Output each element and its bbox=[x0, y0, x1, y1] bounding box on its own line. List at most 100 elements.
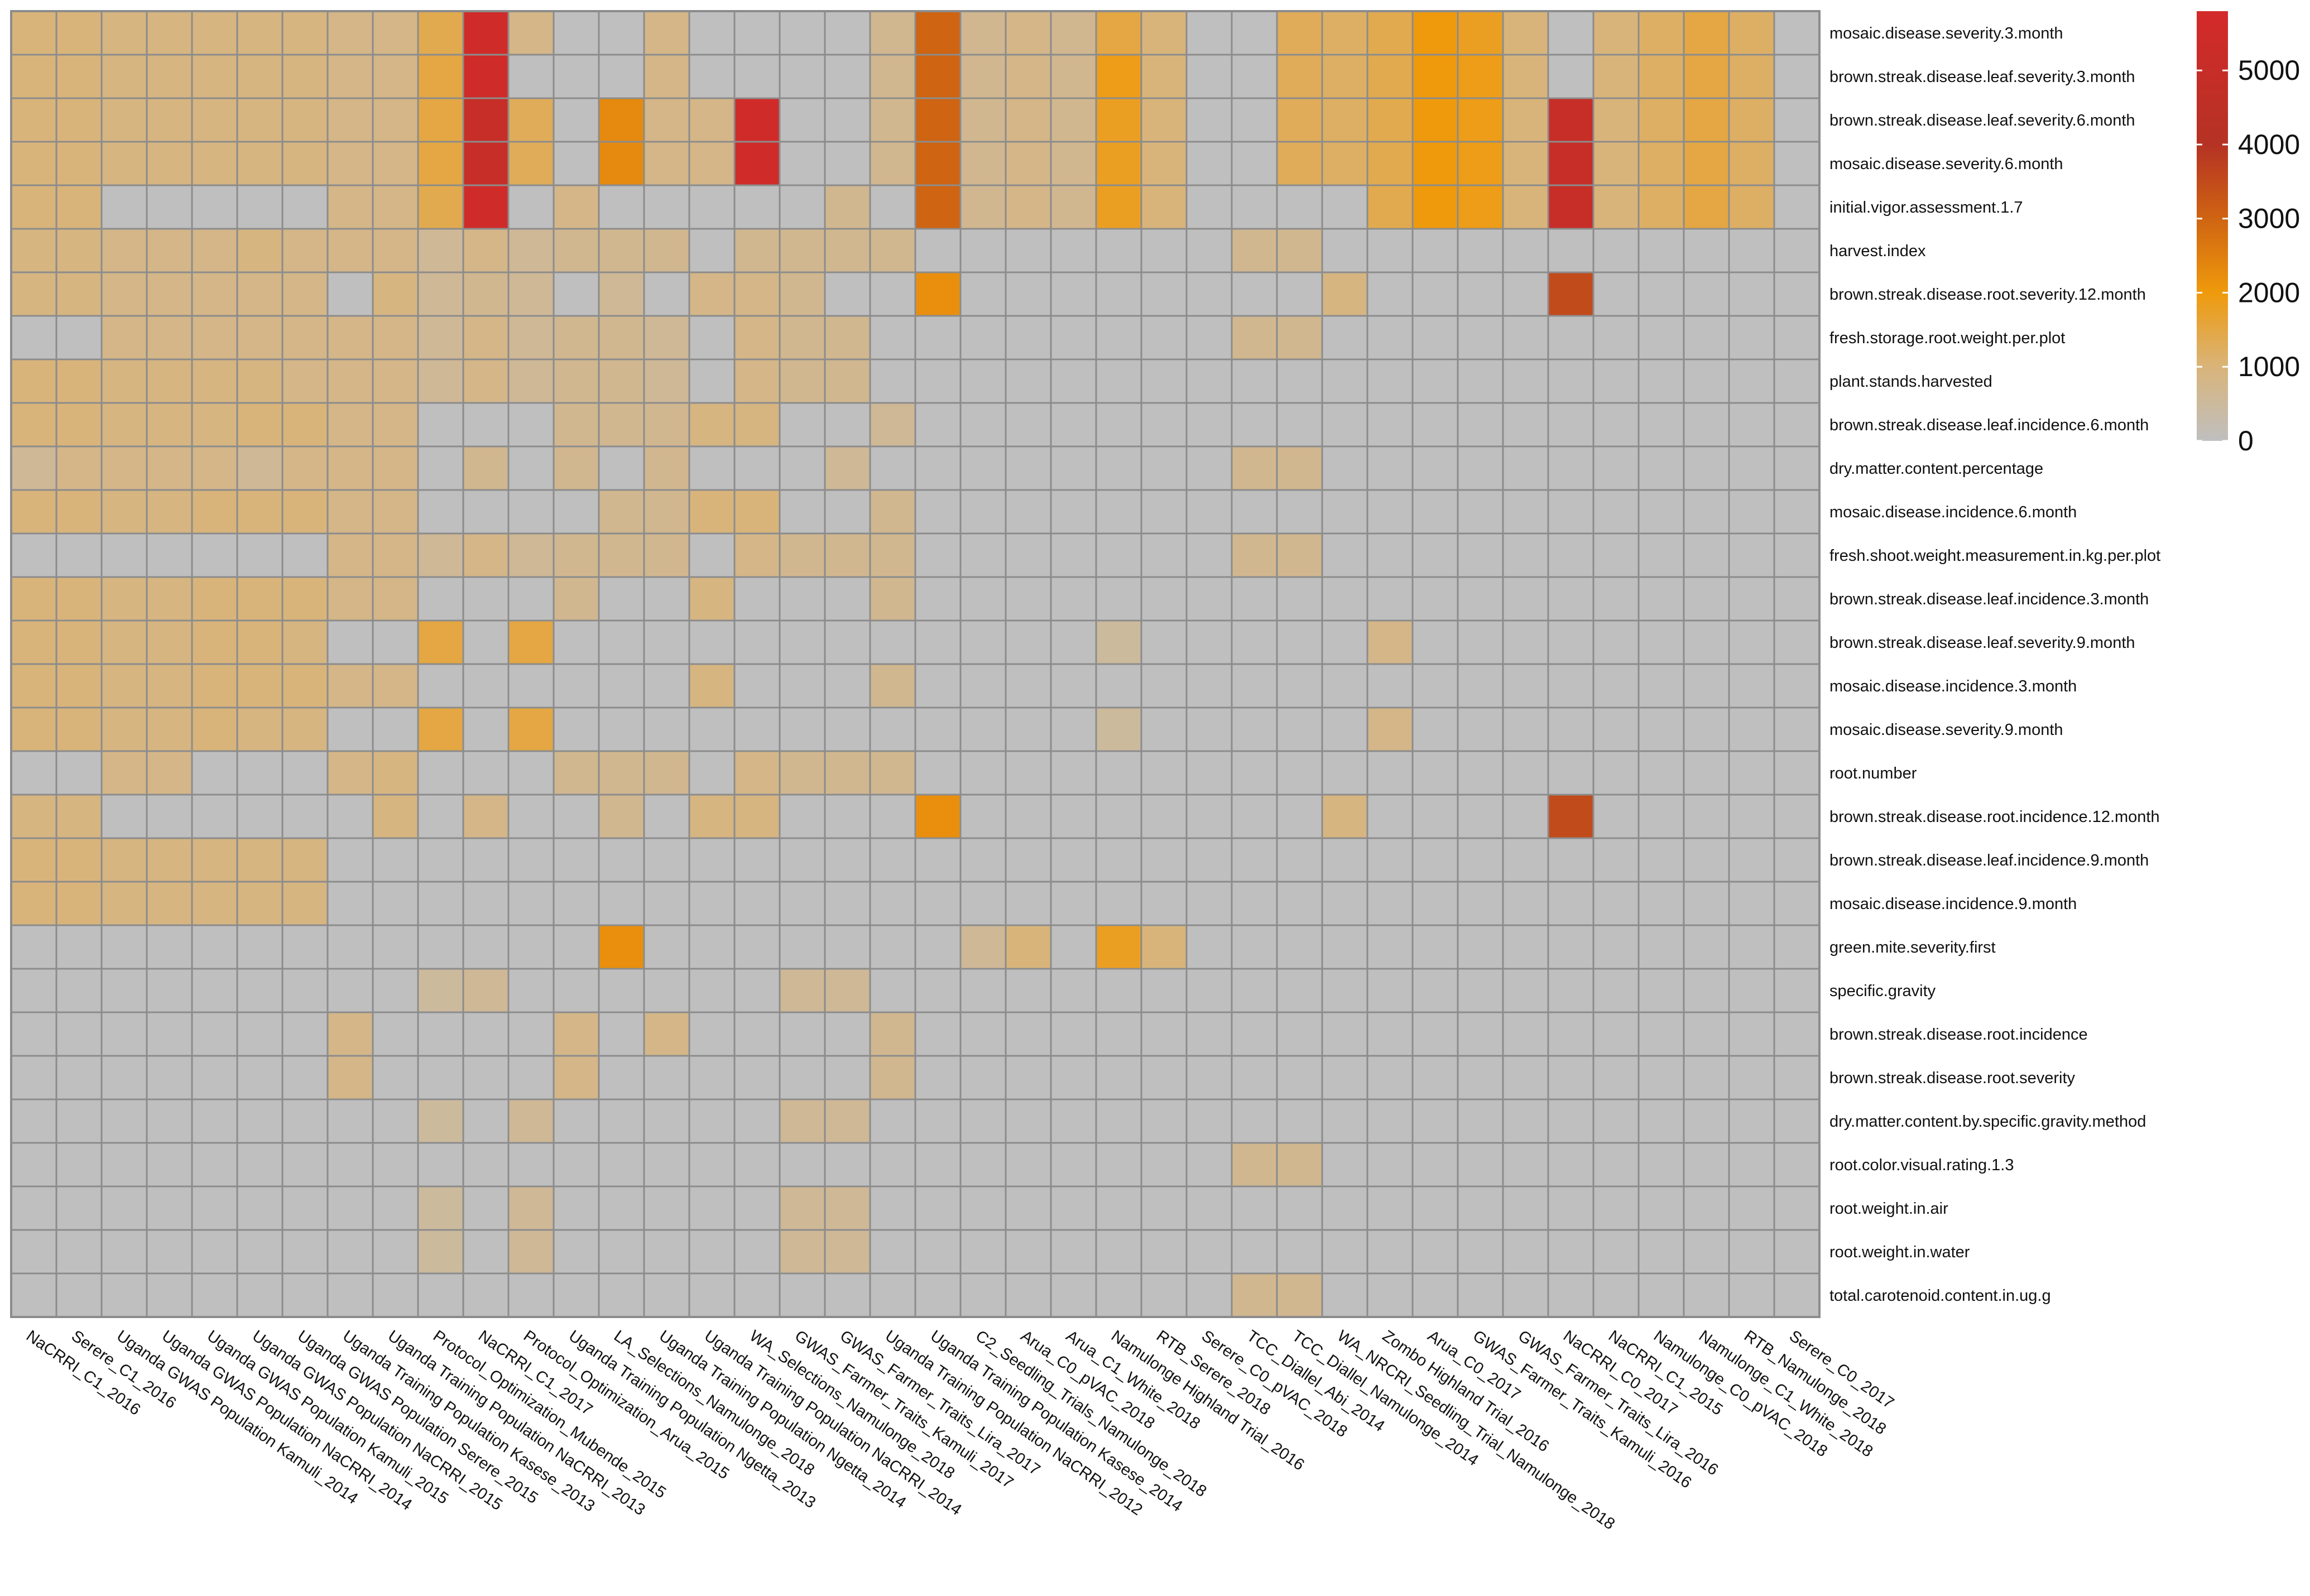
heatmap-cell-fresh-shoot-weight-measurement-in-kg-per-plot-namulonge-c0-pvac-2018 bbox=[1637, 532, 1685, 578]
heatmap-cell-brown-streak-disease-leaf-severity-9-month-uganda-training-population-nacrri-2012 bbox=[869, 619, 916, 665]
heatmap-cell-root-weight-in-water-c2-seedling-trials-namulonge-2018 bbox=[959, 1229, 1007, 1275]
heatmap-cell-total-carotenoid-content-in-ug-g-gwas-farmer-traits-kamuli-2017 bbox=[779, 1272, 826, 1318]
heatmap-cell-root-weight-in-water-namulonge-highland-trial-2016 bbox=[1095, 1229, 1142, 1275]
heatmap-cell-root-weight-in-air-c2-seedling-trials-namulonge-2018 bbox=[959, 1185, 1007, 1231]
heatmap-cell-total-carotenoid-content-in-ug-g-uganda-training-population-kasese-2014 bbox=[914, 1272, 962, 1318]
row-label: green.mite.severity.first bbox=[1829, 939, 1996, 956]
heatmap-cell-brown-streak-disease-leaf-incidence-3-month-tcc-diallel-abi-2014 bbox=[1231, 576, 1278, 622]
heatmap-cell-root-color-visual-rating-1-3-nacrri-c0-2017 bbox=[1547, 1142, 1595, 1188]
heatmap-cell-brown-streak-disease-leaf-severity-9-month-tcc-diallel-abi-2014 bbox=[1231, 619, 1278, 665]
heatmap-cell-green-mite-severity-first-uganda-training-population-kasese-2013 bbox=[326, 924, 374, 970]
heatmap-cell-total-carotenoid-content-in-ug-g-serere-c0-pvac-2018 bbox=[1185, 1272, 1233, 1318]
heatmap-cell-dry-matter-content-percentage-protocol-optimization-mubende-2015 bbox=[417, 445, 464, 491]
heatmap-cell-brown-streak-disease-root-severity-gwas-farmer-traits-kamuli-2017 bbox=[779, 1055, 826, 1100]
heatmap-cell-brown-streak-disease-leaf-incidence-3-month-gwas-farmer-traits-kamuli-2017 bbox=[779, 576, 826, 622]
heatmap-cell-root-weight-in-air-uganda-gwas-population-nacrri-2014 bbox=[146, 1185, 193, 1231]
heatmap-cell-initial-vigor-assessment-1-7-uganda-gwas-population-serere-2015 bbox=[281, 184, 329, 230]
heatmap-cell-brown-streak-disease-leaf-severity-6-month-protocol-optimization-arua-2015 bbox=[507, 97, 555, 143]
heatmap-cell-root-color-visual-rating-1-3-rtb-serere-2018 bbox=[1140, 1142, 1188, 1188]
heatmap-cell-specific-gravity-nacrri-c1-2015 bbox=[1592, 968, 1640, 1013]
heatmap-cell-specific-gravity-uganda-gwas-population-nacrri-2015 bbox=[236, 968, 284, 1013]
heatmap-cell-root-weight-in-air-rtb-serere-2018 bbox=[1140, 1185, 1188, 1231]
heatmap-cell-mosaic-disease-incidence-6-month-uganda-training-population-ngetta-2014 bbox=[643, 489, 690, 535]
heatmap-cell-brown-streak-disease-root-incidence-12-month-nacrri-c1-2016 bbox=[10, 794, 57, 839]
heatmap-cell-mosaic-disease-severity-9-month-uganda-training-population-ngetta-2014 bbox=[643, 706, 690, 752]
heatmap-cell-brown-streak-disease-root-incidence-uganda-gwas-population-kamuli-2015 bbox=[191, 1011, 238, 1057]
heatmap-cell-harvest-index-serere-c0-pvac-2018 bbox=[1185, 228, 1233, 273]
heatmap-cell-dry-matter-content-by-specific-gravity-method-serere-c1-2016 bbox=[55, 1098, 103, 1144]
heatmap-cell-brown-streak-disease-leaf-incidence-6-month-serere-c0-2017 bbox=[1773, 402, 1821, 448]
heatmap-cell-initial-vigor-assessment-1-7-arua-c1-white-2018 bbox=[1050, 184, 1097, 230]
heatmap-cell-fresh-storage-root-weight-per-plot-uganda-gwas-population-serere-2015 bbox=[281, 315, 329, 360]
heatmap-cell-mosaic-disease-incidence-3-month-uganda-training-population-ngetta-2013 bbox=[553, 663, 600, 709]
heatmap-cell-harvest-index-nacrri-c1-2016 bbox=[10, 228, 57, 273]
heatmap-cell-brown-streak-disease-root-incidence-12-month-tcc-diallel-abi-2014 bbox=[1231, 794, 1278, 839]
heatmap-cell-initial-vigor-assessment-1-7-nacrri-c1-2015 bbox=[1592, 184, 1640, 230]
heatmap-cell-harvest-index-uganda-training-population-ngetta-2013 bbox=[553, 228, 600, 273]
heatmap-cell-brown-streak-disease-root-severity-rtb-serere-2018 bbox=[1140, 1055, 1188, 1100]
heatmap-cell-brown-streak-disease-leaf-severity-6-month-la-selections-namulonge-2018 bbox=[598, 97, 645, 143]
heatmap-cell-brown-streak-disease-leaf-severity-9-month-serere-c0-pvac-2018 bbox=[1185, 619, 1233, 665]
heatmap-cell-fresh-storage-root-weight-per-plot-gwas-farmer-traits-kamuli-2017 bbox=[779, 315, 826, 360]
heatmap-cell-fresh-storage-root-weight-per-plot-serere-c1-2016 bbox=[55, 315, 103, 360]
heatmap-cell-root-number-uganda-training-population-kasese-2013 bbox=[326, 750, 374, 796]
heatmap-cell-harvest-index-wa-nrcri-seedling-trial-namulonge-2018 bbox=[1321, 228, 1368, 273]
heatmap-cell-root-color-visual-rating-1-3-uganda-training-population-nacrri-2012 bbox=[869, 1142, 916, 1188]
heatmap-cell-green-mite-severity-first-c2-seedling-trials-namulonge-2018 bbox=[959, 924, 1007, 970]
heatmap-cell-mosaic-disease-incidence-3-month-rtb-namulonge-2018 bbox=[1728, 663, 1775, 709]
heatmap-cell-root-weight-in-air-gwas-farmer-traits-lira-2017 bbox=[824, 1185, 871, 1231]
heatmap-cell-brown-streak-disease-root-severity-12-month-uganda-training-population-nacrri-2012 bbox=[869, 271, 916, 317]
heatmap-cell-brown-streak-disease-root-severity-12-month-nacrri-c1-2015 bbox=[1592, 271, 1640, 317]
heatmap-cell-dry-matter-content-percentage-rtb-serere-2018 bbox=[1140, 445, 1188, 491]
heatmap-cell-brown-streak-disease-leaf-incidence-3-month-uganda-gwas-population-serere-2015 bbox=[281, 576, 329, 622]
heatmap-cell-brown-streak-disease-leaf-severity-3-month-tcc-diallel-namulonge-2014 bbox=[1276, 54, 1323, 99]
heatmap-cell-root-number-serere-c1-2016 bbox=[55, 750, 103, 796]
heatmap-cell-mosaic-disease-severity-9-month-nacrri-c1-2016 bbox=[10, 706, 57, 752]
heatmap-cell-brown-streak-disease-root-severity-12-month-gwas-farmer-traits-lira-2017 bbox=[824, 271, 871, 317]
heatmap-cell-dry-matter-content-percentage-uganda-training-population-ngetta-2013 bbox=[553, 445, 600, 491]
heatmap-cell-plant-stands-harvested-serere-c0-2017 bbox=[1773, 358, 1821, 404]
heatmap-cell-root-color-visual-rating-1-3-nacrri-c1-2017 bbox=[462, 1142, 510, 1188]
heatmap-cell-fresh-shoot-weight-measurement-in-kg-per-plot-uganda-gwas-population-serere-2015 bbox=[281, 532, 329, 578]
heatmap-cell-root-weight-in-water-gwas-farmer-traits-lira-2017 bbox=[824, 1229, 871, 1275]
heatmap-cell-brown-streak-disease-leaf-incidence-3-month-la-selections-namulonge-2018 bbox=[598, 576, 645, 622]
heatmap-cell-root-weight-in-air-serere-c1-2016 bbox=[55, 1185, 103, 1231]
heatmap-cell-mosaic-disease-incidence-3-month-arua-c0-2017 bbox=[1411, 663, 1459, 709]
heatmap-cell-harvest-index-uganda-gwas-population-kamuli-2015 bbox=[191, 228, 238, 273]
heatmap-cell-brown-streak-disease-leaf-incidence-3-month-arua-c0-2017 bbox=[1411, 576, 1459, 622]
heatmap-cell-harvest-index-serere-c1-2016 bbox=[55, 228, 103, 273]
heatmap-cell-brown-streak-disease-leaf-severity-3-month-serere-c1-2016 bbox=[55, 54, 103, 99]
heatmap-cell-brown-streak-disease-root-incidence-12-month-gwas-farmer-traits-lira-2017 bbox=[824, 794, 871, 839]
heatmap-cell-harvest-index-arua-c0-pvac-2018 bbox=[1005, 228, 1052, 273]
heatmap-cell-brown-streak-disease-root-severity-wa-selections-namulonge-2018 bbox=[733, 1055, 781, 1100]
heatmap-cell-root-color-visual-rating-1-3-serere-c1-2016 bbox=[55, 1142, 103, 1188]
heatmap-cell-brown-streak-disease-leaf-incidence-6-month-serere-c1-2016 bbox=[55, 402, 103, 448]
heatmap-cell-brown-streak-disease-root-incidence-12-month-tcc-diallel-namulonge-2014 bbox=[1276, 794, 1323, 839]
heatmap-cell-brown-streak-disease-leaf-incidence-6-month-rtb-serere-2018 bbox=[1140, 402, 1188, 448]
heatmap-cell-brown-streak-disease-root-incidence-12-month-uganda-training-population-ngetta-2013 bbox=[553, 794, 600, 839]
heatmap-cell-brown-streak-disease-leaf-incidence-3-month-arua-c0-pvac-2018 bbox=[1005, 576, 1052, 622]
heatmap-cell-mosaic-disease-incidence-9-month-wa-selections-namulonge-2018 bbox=[733, 881, 781, 926]
heatmap-cell-dry-matter-content-by-specific-gravity-method-arua-c1-white-2018 bbox=[1050, 1098, 1097, 1144]
heatmap-cell-root-weight-in-water-namulonge-c1-white-2018 bbox=[1683, 1229, 1730, 1275]
heatmap-cell-brown-streak-disease-leaf-incidence-6-month-serere-c0-pvac-2018 bbox=[1185, 402, 1233, 448]
heatmap-cell-root-color-visual-rating-1-3-uganda-training-population-ngetta-2014 bbox=[643, 1142, 690, 1188]
heatmap-cell-brown-streak-disease-leaf-severity-6-month-protocol-optimization-mubende-2015 bbox=[417, 97, 464, 143]
heatmap-cell-mosaic-disease-severity-6-month-protocol-optimization-arua-2015 bbox=[507, 141, 555, 186]
heatmap-cell-root-weight-in-water-serere-c1-2016 bbox=[55, 1229, 103, 1275]
heatmap-cell-root-weight-in-air-nacrri-c1-2015 bbox=[1592, 1185, 1640, 1231]
row-label: dry.matter.content.percentage bbox=[1829, 460, 2043, 478]
heatmap-cell-specific-gravity-serere-c0-pvac-2018 bbox=[1185, 968, 1233, 1013]
heatmap-cell-specific-gravity-la-selections-namulonge-2018 bbox=[598, 968, 645, 1013]
heatmap-cell-harvest-index-uganda-gwas-population-kamuli-2014 bbox=[100, 228, 148, 273]
heatmap-cell-fresh-storage-root-weight-per-plot-namulonge-c1-white-2018 bbox=[1683, 315, 1730, 360]
heatmap-cell-mosaic-disease-severity-6-month-zombo-highland-trial-2016 bbox=[1366, 141, 1414, 186]
heatmap-cell-root-number-zombo-highland-trial-2016 bbox=[1366, 750, 1414, 796]
heatmap-cell-harvest-index-gwas-farmer-traits-lira-2017 bbox=[824, 228, 871, 273]
heatmap-cell-root-color-visual-rating-1-3-serere-c0-2017 bbox=[1773, 1142, 1821, 1188]
heatmap-cell-dry-matter-content-percentage-serere-c0-pvac-2018 bbox=[1185, 445, 1233, 491]
heatmap-cell-brown-streak-disease-leaf-severity-9-month-rtb-serere-2018 bbox=[1140, 619, 1188, 665]
heatmap-cell-brown-streak-disease-leaf-severity-9-month-gwas-farmer-traits-kamuli-2016 bbox=[1457, 619, 1504, 665]
heatmap-cell-mosaic-disease-incidence-9-month-gwas-farmer-traits-kamuli-2017 bbox=[779, 881, 826, 926]
row-label: brown.streak.disease.leaf.incidence.9.mo… bbox=[1829, 852, 2149, 869]
